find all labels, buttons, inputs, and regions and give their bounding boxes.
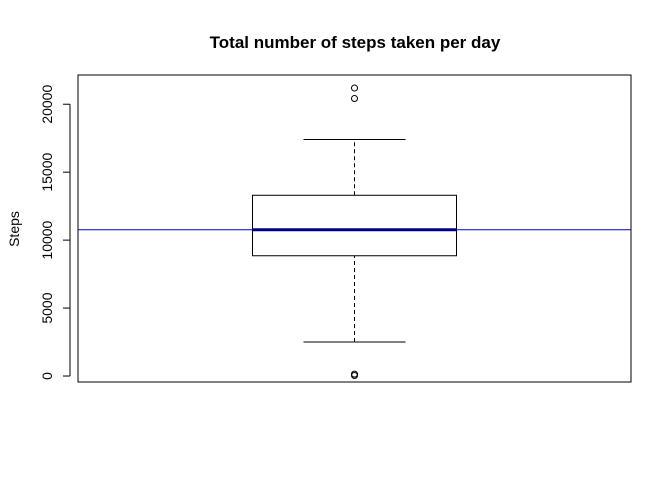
interquartile-box	[252, 194, 457, 257]
chart-title: Total number of steps taken per day	[210, 33, 501, 52]
plot-frame	[77, 74, 632, 383]
y-tick-label-15000: 15000	[39, 152, 55, 191]
y-tick-label-5000: 5000	[39, 292, 55, 323]
y-tick-label-20000: 20000	[39, 85, 55, 124]
y-tick-label-10000: 10000	[39, 220, 55, 259]
y-tick-label-0: 0	[39, 372, 55, 380]
plot-marks	[78, 84, 631, 379]
y-axis: 0 5000 10000 15000 20000	[39, 85, 71, 380]
y-axis-label: Steps	[6, 211, 22, 247]
outlier-point-2	[351, 95, 358, 103]
outlier-point-1	[351, 370, 358, 378]
outlier-point-3	[351, 84, 358, 92]
